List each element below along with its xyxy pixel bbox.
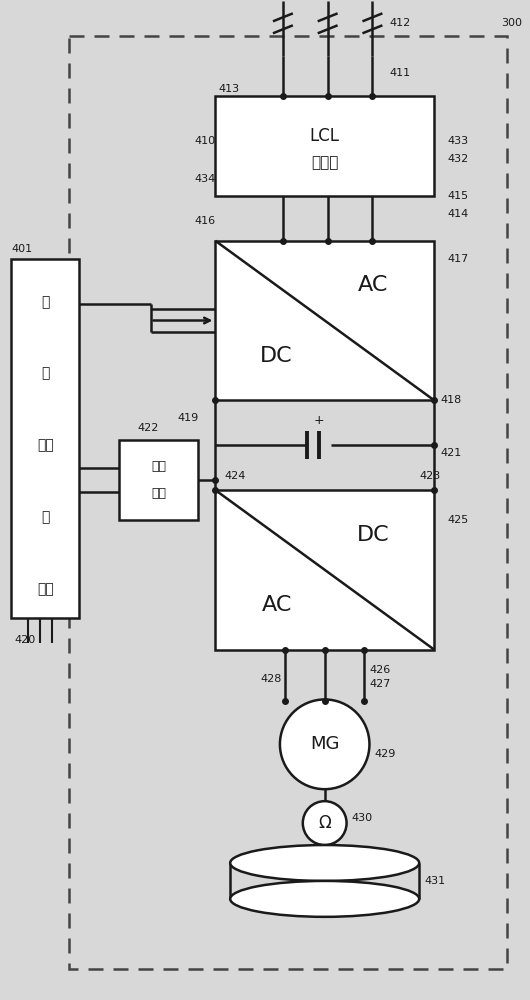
Ellipse shape xyxy=(230,881,419,917)
Text: 427: 427 xyxy=(369,679,391,689)
Circle shape xyxy=(280,699,369,789)
Text: 制动: 制动 xyxy=(151,460,166,473)
Text: 第: 第 xyxy=(41,295,49,309)
Text: 424: 424 xyxy=(224,471,245,481)
Bar xyxy=(215,96,434,196)
Text: 430: 430 xyxy=(351,813,373,823)
Text: 420: 420 xyxy=(14,635,36,645)
Bar xyxy=(119,440,198,520)
Circle shape xyxy=(303,801,347,845)
Text: 一: 一 xyxy=(41,367,49,381)
Text: 421: 421 xyxy=(440,448,461,458)
Text: 434: 434 xyxy=(195,174,216,184)
Text: LCL: LCL xyxy=(310,127,340,145)
Text: AC: AC xyxy=(261,595,292,615)
Text: 416: 416 xyxy=(195,216,216,226)
Text: 401: 401 xyxy=(11,244,32,254)
Text: 426: 426 xyxy=(369,665,390,675)
Text: DC: DC xyxy=(357,525,389,545)
Text: 419: 419 xyxy=(178,413,199,423)
Text: 单元: 单元 xyxy=(37,438,54,452)
Text: 428: 428 xyxy=(260,674,282,684)
Text: DC: DC xyxy=(260,346,293,366)
Text: 412: 412 xyxy=(390,18,411,28)
Text: 431: 431 xyxy=(424,876,445,886)
Bar xyxy=(69,36,507,969)
Text: 414: 414 xyxy=(447,209,469,219)
Bar xyxy=(11,259,79,618)
Text: 单元: 单元 xyxy=(151,487,166,500)
Text: 300: 300 xyxy=(501,18,522,28)
Text: 413: 413 xyxy=(218,84,240,94)
Text: 控: 控 xyxy=(41,510,49,524)
Text: 425: 425 xyxy=(447,515,469,525)
Text: 422: 422 xyxy=(138,423,160,433)
Text: 滤波器: 滤波器 xyxy=(311,155,338,170)
Bar xyxy=(215,490,434,650)
Text: 418: 418 xyxy=(440,395,461,405)
Text: 429: 429 xyxy=(374,749,396,759)
Text: 411: 411 xyxy=(390,68,410,78)
Text: 433: 433 xyxy=(447,136,468,146)
Text: AC: AC xyxy=(358,275,388,295)
Text: 432: 432 xyxy=(447,154,469,164)
Text: 423: 423 xyxy=(419,471,440,481)
Text: 415: 415 xyxy=(447,191,468,201)
Text: MG: MG xyxy=(310,735,339,753)
Text: 410: 410 xyxy=(195,136,216,146)
Text: 417: 417 xyxy=(447,254,469,264)
Text: 制器: 制器 xyxy=(37,582,54,596)
Ellipse shape xyxy=(230,845,419,881)
Text: +: + xyxy=(313,414,324,427)
Text: $\Omega$: $\Omega$ xyxy=(317,814,332,832)
Bar xyxy=(215,241,434,400)
